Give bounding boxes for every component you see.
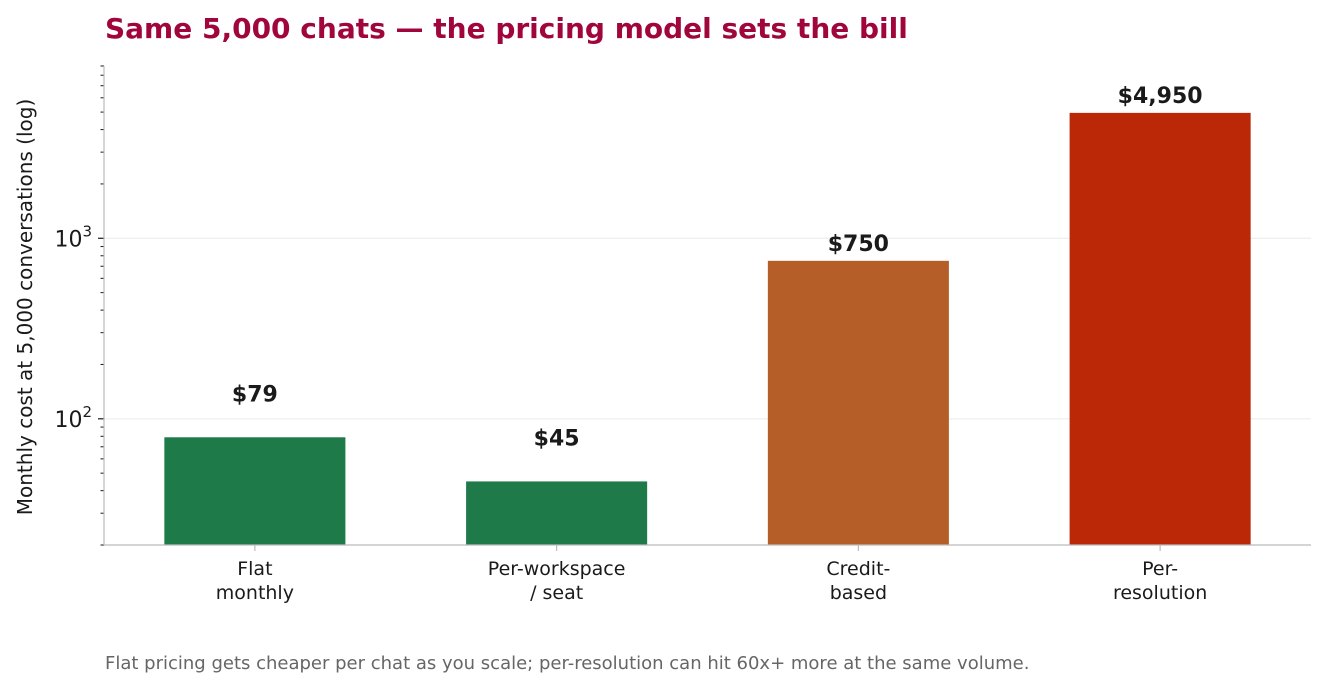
x-tick-label: Credit- <box>826 558 890 580</box>
x-tick-label: Flat <box>237 558 272 580</box>
x-tick-label: Per-workspace <box>488 558 626 580</box>
chart-title: Same 5,000 chats — the pricing model set… <box>105 12 908 45</box>
bar <box>1069 112 1251 546</box>
x-tick-label: / seat <box>530 582 583 604</box>
x-tick-label: Per- <box>1142 558 1178 580</box>
data-label: $750 <box>828 232 889 257</box>
x-tick-label: based <box>830 582 887 604</box>
bars <box>164 112 1251 546</box>
y-axis-label: Monthly cost at 5,000 conversations (log… <box>13 99 37 515</box>
bar <box>466 481 648 545</box>
data-labels: $79 $45 $750 $4,950 <box>232 84 1203 452</box>
y-tick-label: 103 <box>54 222 92 252</box>
data-label: $45 <box>534 426 580 451</box>
y-tick-label: 102 <box>54 403 92 433</box>
data-label: $79 <box>232 382 278 407</box>
x-tick-label: monthly <box>216 582 294 604</box>
bar <box>164 437 346 545</box>
y-ticks: 102 103 <box>54 65 104 546</box>
bar <box>767 260 949 545</box>
chart-caption: Flat pricing gets cheaper per chat as yo… <box>105 653 1029 674</box>
x-tick-label: resolution <box>1113 582 1207 604</box>
data-label: $4,950 <box>1118 84 1203 109</box>
